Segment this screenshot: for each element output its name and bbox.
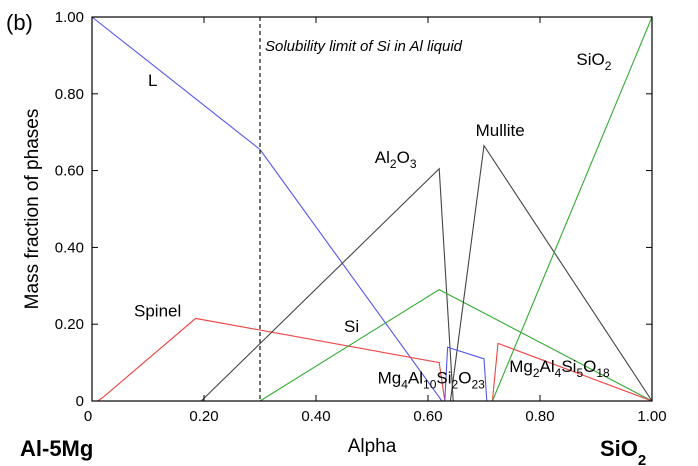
phase-label-2: Al2​O3​ <box>375 148 417 171</box>
series-line-sio2 <box>491 16 653 402</box>
solubility-limit-label: Solubility limit of Si in Al liquid <box>265 38 463 55</box>
series-line-spinel <box>97 317 446 402</box>
series-line-l <box>91 16 443 402</box>
panel-label: (b) <box>6 10 33 35</box>
y-tick-label: 0.80 <box>55 86 84 103</box>
x-tick-label: 0.40 <box>301 408 330 425</box>
phase-label-0: L <box>148 71 157 90</box>
y-tick-label: 0 <box>76 393 84 410</box>
y-axis-label: Mass fraction of phases <box>22 109 43 310</box>
y-tick-label: 0.40 <box>55 239 84 256</box>
series-line-mullite <box>449 144 653 402</box>
series-line-si <box>259 288 653 402</box>
series-line-mg4al10si2o23 <box>444 346 488 402</box>
series-line-mg2al4si5o18 <box>491 342 653 402</box>
plot-area: Solubility limit of Si in Al liquid L Spin… <box>91 16 653 402</box>
phase-label-5: Mg4​Al10​Si2​O23​ <box>378 369 486 392</box>
phase-label-6: Mg2​Al4​Si5​O18​ <box>509 357 610 380</box>
plot-frame <box>91 16 653 402</box>
x-tick-label: 0.80 <box>525 408 554 425</box>
axes: 0 0.20 0.40 0.60 0.80 1.00 0 0.20 0.40 0.60 0.80 1.… <box>55 9 667 425</box>
phase-label-1: Spinel <box>134 302 181 321</box>
x-end-label-left: Al-5Mg <box>20 436 93 461</box>
y-tick-label: 0.60 <box>55 163 84 180</box>
y-tick-label: 0.20 <box>55 316 84 333</box>
y-tick-label: 1.00 <box>55 9 84 26</box>
series-line-al2o3 <box>200 167 454 402</box>
phase-label-7: SiO2​ <box>576 50 611 73</box>
x-tick-label: 0 <box>84 408 92 425</box>
phase-label-4: Mullite <box>476 121 525 140</box>
x-axis-label: Alpha <box>348 436 397 457</box>
x-tick-label: 0.20 <box>189 408 218 425</box>
x-tick-label: 1.00 <box>637 408 666 425</box>
x-tick-label: 0.60 <box>413 408 442 425</box>
phase-label-3: Si <box>344 317 359 336</box>
